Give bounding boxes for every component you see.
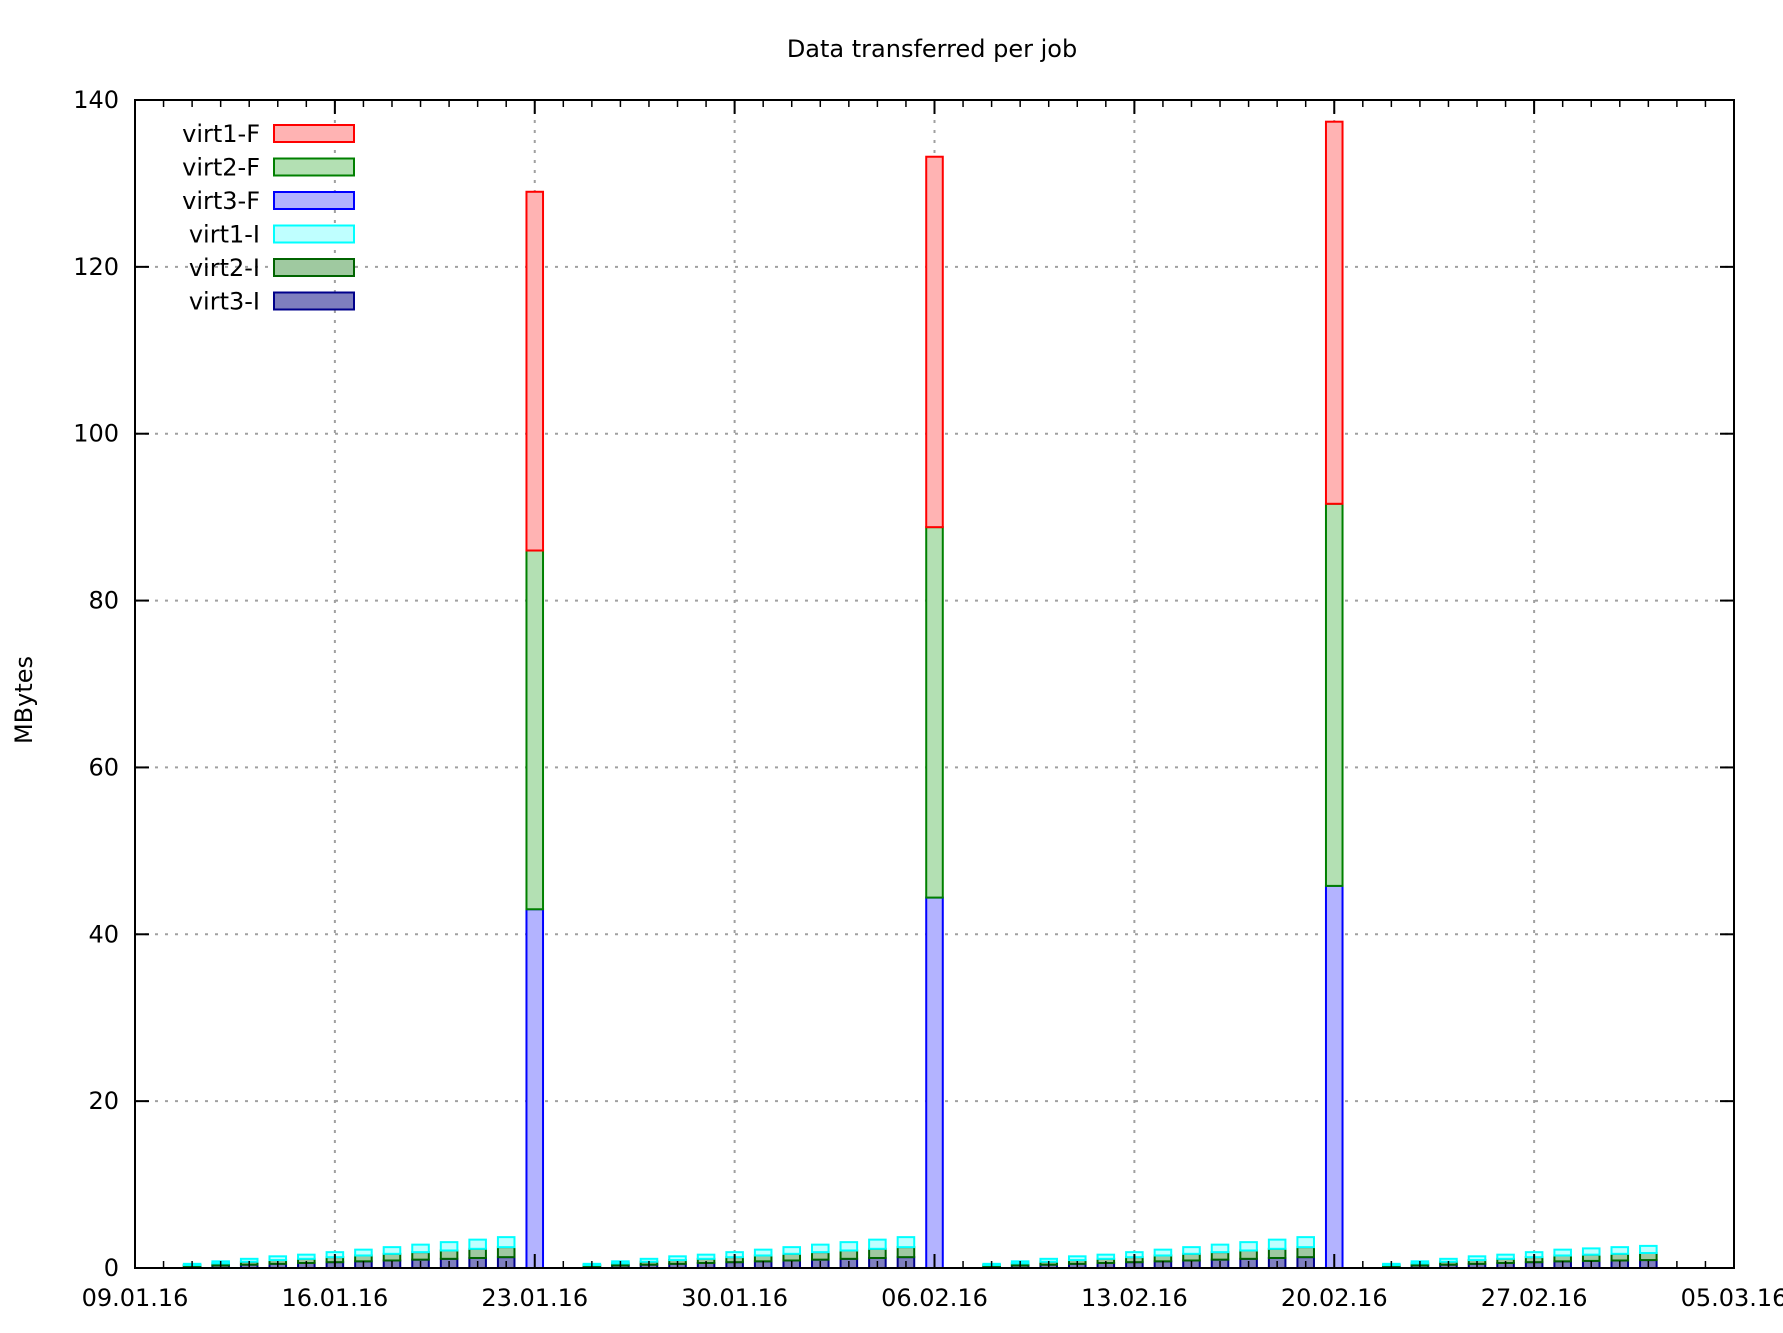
- legend-swatch: [273, 224, 355, 244]
- legend-swatch: [273, 124, 355, 143]
- x-tick-label: 30.01.16: [681, 1284, 788, 1312]
- bar-segment-virt2-I: [411, 1251, 430, 1261]
- grid-lines: [135, 100, 1734, 1268]
- bar-segment-virt1-I: [1153, 1248, 1173, 1257]
- legend-swatch: [273, 191, 355, 210]
- legend-swatch: [273, 157, 355, 177]
- x-tick-label: 06.02.16: [881, 1284, 988, 1312]
- bar-segment-virt2-I: [1639, 1251, 1658, 1262]
- bar-segment-virt1-I: [268, 1255, 288, 1262]
- bar-segment-virt1-I: [1239, 1241, 1258, 1252]
- bar-segment-virt1-F: [925, 155, 944, 529]
- bar-segment-virt1-I: [1267, 1238, 1287, 1250]
- bar-segment-virt1-I: [839, 1241, 859, 1252]
- bar-segment-virt1-I: [297, 1253, 316, 1260]
- bar-segment-virt1-I: [1210, 1243, 1230, 1254]
- bar-segment-virt2-I: [382, 1252, 402, 1262]
- legend-label: virt3-F: [182, 187, 260, 215]
- legend-label: virt3-I: [189, 288, 260, 316]
- bar-segment-virt1-I: [1496, 1253, 1515, 1260]
- y-axis-label: MBytes: [10, 656, 38, 744]
- bar-segment-virt1-I: [896, 1236, 916, 1249]
- bar-segment-virt2-I: [896, 1246, 916, 1259]
- bar-segment-virt1-I: [496, 1236, 516, 1249]
- legend-swatch: [273, 291, 355, 311]
- legend-label: virt1-I: [189, 221, 260, 249]
- bar-segment-virt1-I: [753, 1248, 773, 1257]
- bar-segment-virt2-I: [1296, 1246, 1315, 1259]
- x-tick-label: 16.01.16: [281, 1284, 388, 1312]
- bar-segment-virt1-I: [1581, 1247, 1601, 1256]
- x-tick-label: 13.02.16: [1081, 1284, 1188, 1312]
- y-tick-label: 100: [73, 420, 119, 448]
- legend-label: virt2-F: [182, 154, 260, 182]
- bar-segment-virt1-I: [811, 1243, 830, 1254]
- bar-segment-virt1-I: [1467, 1255, 1487, 1262]
- bars: [182, 120, 1658, 1270]
- bar-segment-virt1-I: [1553, 1248, 1572, 1257]
- chart-title: Data transferred per job: [787, 35, 1077, 63]
- bar-segment-virt3-F: [525, 908, 545, 1269]
- y-tick-label: 0: [104, 1254, 119, 1282]
- bar-segment-virt1-I: [1096, 1253, 1116, 1260]
- bar-segment-virt1-I: [782, 1246, 802, 1255]
- bar-segment-virt2-I: [1610, 1252, 1630, 1262]
- bar-segment-virt1-I: [354, 1248, 373, 1257]
- bar-segment-virt2-F: [925, 526, 944, 899]
- bar-segment-virt2-F: [525, 549, 545, 911]
- bar-segment-virt1-I: [668, 1255, 687, 1262]
- bar-segment-virt1-I: [468, 1238, 487, 1250]
- bar-segment-virt1-I: [1296, 1236, 1315, 1249]
- bar-segment-virt2-I: [1210, 1251, 1230, 1261]
- y-tick-label: 140: [73, 86, 119, 114]
- x-tick-label: 09.01.16: [82, 1284, 189, 1312]
- legend-label: virt2-I: [189, 254, 260, 282]
- bar-segment-virt2-I: [868, 1247, 887, 1259]
- legend: virt1-F virt2-F virt3-F virt1-I virt2-I virt3…: [182, 120, 355, 316]
- legend-label: virt1-F: [182, 120, 260, 148]
- y-tick-label: 60: [88, 753, 119, 781]
- bar-segment-virt1-I: [439, 1241, 459, 1252]
- bar-segment-virt2-I: [839, 1249, 859, 1260]
- bar-segment-virt1-I: [411, 1243, 430, 1254]
- bar-segment-virt2-I: [1239, 1249, 1258, 1260]
- bar-segment-virt3-F: [1324, 884, 1344, 1269]
- x-tick-label: 20.02.16: [1281, 1284, 1388, 1312]
- y-tick-label: 120: [73, 253, 119, 281]
- axes: 0 20 40 60 80 100 120 140 09.01.16 16.01.16 23.01.…: [73, 86, 1783, 1312]
- bar-segment-virt1-I: [382, 1246, 402, 1255]
- bar-segment-virt1-I: [1067, 1255, 1087, 1262]
- bar-segment-virt2-I: [496, 1246, 516, 1259]
- bar-segment-virt2-I: [782, 1252, 802, 1262]
- bar-segment-virt1-F: [1324, 120, 1344, 505]
- bar-segment-virt1-F: [525, 190, 545, 552]
- x-tick-label: 05.03.16: [1681, 1284, 1783, 1312]
- legend-swatch: [273, 258, 355, 277]
- bar-segment-virt2-I: [811, 1251, 830, 1261]
- bar-segment-virt2-I: [439, 1249, 459, 1260]
- bar-segment-virt2-I: [468, 1247, 487, 1259]
- x-tick-label: 23.01.16: [481, 1284, 588, 1312]
- x-tick-label: 27.02.16: [1481, 1284, 1588, 1312]
- bar-segment-virt2-I: [1267, 1247, 1287, 1259]
- y-tick-label: 20: [88, 1087, 119, 1115]
- bar-segment-virt2-F: [1324, 502, 1344, 887]
- bar-segment-virt1-I: [1182, 1246, 1201, 1255]
- bar-segment-virt1-I: [1610, 1246, 1630, 1255]
- bar-segment-virt1-I: [696, 1253, 716, 1260]
- bar-segment-virt3-F: [925, 896, 944, 1269]
- bar-segment-virt2-I: [1182, 1252, 1201, 1262]
- y-tick-label: 80: [88, 587, 119, 615]
- bar-segment-virt1-I: [1639, 1244, 1658, 1254]
- bar-segment-virt1-I: [868, 1238, 887, 1250]
- y-tick-label: 40: [88, 920, 119, 948]
